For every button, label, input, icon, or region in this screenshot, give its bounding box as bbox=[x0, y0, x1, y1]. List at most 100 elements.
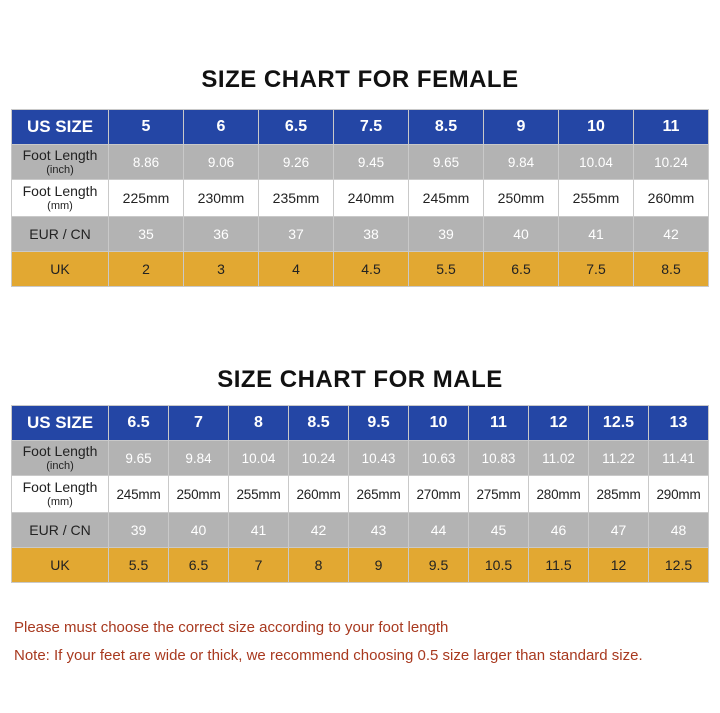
us-size-cell: 5 bbox=[108, 109, 184, 145]
eur-size-cell: 42 bbox=[633, 216, 709, 252]
mm-size-cell: 250mm bbox=[168, 475, 229, 513]
inch-unit-label: (inch) bbox=[46, 459, 74, 472]
inch-size-cell: 9.65 bbox=[108, 440, 169, 476]
eur-size-cell: 44 bbox=[408, 512, 469, 548]
mm-unit-label: (mm) bbox=[47, 199, 73, 212]
us-size-cell: 6 bbox=[183, 109, 259, 145]
uk-size-cell: 8 bbox=[288, 547, 349, 583]
inch-size-cell: 9.65 bbox=[408, 144, 484, 180]
uk-size-cell: 8.5 bbox=[633, 251, 709, 287]
eur-size-cell: 41 bbox=[558, 216, 634, 252]
uk-size-cell: 7.5 bbox=[558, 251, 634, 287]
eur-size-cell: 45 bbox=[468, 512, 529, 548]
uk-size-cell: 12 bbox=[588, 547, 649, 583]
uk-label: UK bbox=[11, 547, 109, 583]
mm-unit-label: (mm) bbox=[47, 495, 73, 508]
eur-size-cell: 43 bbox=[348, 512, 409, 548]
foot-length-mm-label: Foot Length (mm) bbox=[11, 475, 109, 513]
uk-size-cell: 9.5 bbox=[408, 547, 469, 583]
inch-size-cell: 11.41 bbox=[648, 440, 709, 476]
us-size-cell: 8.5 bbox=[288, 405, 349, 441]
us-size-label: US SIZE bbox=[11, 109, 109, 145]
inch-size-cell: 9.06 bbox=[183, 144, 259, 180]
inch-size-cell: 11.02 bbox=[528, 440, 589, 476]
us-size-cell: 6.5 bbox=[108, 405, 169, 441]
female-chart-title: SIZE CHART FOR FEMALE bbox=[201, 66, 519, 93]
mm-size-cell: 230mm bbox=[183, 179, 259, 217]
uk-size-cell: 12.5 bbox=[648, 547, 709, 583]
uk-size-cell: 6.5 bbox=[168, 547, 229, 583]
inch-size-cell: 10.24 bbox=[288, 440, 349, 476]
eur-size-cell: 36 bbox=[183, 216, 259, 252]
mm-size-cell: 250mm bbox=[483, 179, 559, 217]
us-size-row: US SIZE 6.5 7 8 8.5 9.5 10 11 12 12.5 13 bbox=[11, 405, 709, 441]
us-size-cell: 12.5 bbox=[588, 405, 649, 441]
mm-size-cell: 265mm bbox=[348, 475, 409, 513]
eur-size-cell: 39 bbox=[408, 216, 484, 252]
mm-size-cell: 290mm bbox=[648, 475, 709, 513]
eur-size-cell: 48 bbox=[648, 512, 709, 548]
female-size-table: US SIZE 5 6 6.5 7.5 8.5 9 10 11 Foot Length (in… bbox=[11, 109, 709, 287]
wide-feet-note: Note: If your feet are wide or thick, we… bbox=[14, 647, 643, 664]
foot-length-mm-label: Foot Length (mm) bbox=[11, 179, 109, 217]
male-size-table: US SIZE 6.5 7 8 8.5 9.5 10 11 12 12.5 13 Foot Len… bbox=[11, 405, 709, 583]
mm-size-cell: 245mm bbox=[408, 179, 484, 217]
eur-size-cell: 46 bbox=[528, 512, 589, 548]
mm-size-cell: 270mm bbox=[408, 475, 469, 513]
eur-size-cell: 40 bbox=[483, 216, 559, 252]
mm-size-cell: 245mm bbox=[108, 475, 169, 513]
uk-size-cell: 5.5 bbox=[108, 547, 169, 583]
eur-size-cell: 37 bbox=[258, 216, 334, 252]
eur-size-cell: 39 bbox=[108, 512, 169, 548]
uk-size-cell: 6.5 bbox=[483, 251, 559, 287]
uk-size-cell: 7 bbox=[228, 547, 289, 583]
inch-size-cell: 10.43 bbox=[348, 440, 409, 476]
us-size-cell: 13 bbox=[648, 405, 709, 441]
us-size-cell: 6.5 bbox=[258, 109, 334, 145]
foot-length-label-text: Foot Length bbox=[22, 182, 98, 199]
inch-size-cell: 9.26 bbox=[258, 144, 334, 180]
us-size-cell: 8.5 bbox=[408, 109, 484, 145]
uk-label: UK bbox=[11, 251, 109, 287]
mm-size-cell: 275mm bbox=[468, 475, 529, 513]
us-size-cell: 11 bbox=[633, 109, 709, 145]
us-size-cell: 12 bbox=[528, 405, 589, 441]
eur-size-cell: 41 bbox=[228, 512, 289, 548]
mm-size-cell: 235mm bbox=[258, 179, 334, 217]
uk-size-cell: 2 bbox=[108, 251, 184, 287]
uk-size-cell: 4.5 bbox=[333, 251, 409, 287]
male-chart-title: SIZE CHART FOR MALE bbox=[217, 366, 503, 393]
inch-size-cell: 10.83 bbox=[468, 440, 529, 476]
eur-size-cell: 47 bbox=[588, 512, 649, 548]
uk-row: UK 2 3 4 4.5 5.5 6.5 7.5 8.5 bbox=[11, 251, 709, 287]
foot-length-mm-row: Foot Length (mm) 245mm 250mm 255mm 260mm 265… bbox=[11, 475, 709, 513]
foot-length-inch-row: Foot Length (inch) 9.65 9.84 10.04 10.24 10.… bbox=[11, 440, 709, 476]
us-size-cell: 10 bbox=[558, 109, 634, 145]
mm-size-cell: 285mm bbox=[588, 475, 649, 513]
us-size-row: US SIZE 5 6 6.5 7.5 8.5 9 10 11 bbox=[11, 109, 709, 145]
uk-size-cell: 4 bbox=[258, 251, 334, 287]
foot-length-label-text: Foot Length bbox=[22, 478, 98, 495]
foot-length-inch-label: Foot Length (inch) bbox=[11, 440, 109, 476]
inch-size-cell: 10.24 bbox=[633, 144, 709, 180]
inch-size-cell: 10.04 bbox=[558, 144, 634, 180]
eur-cn-row: EUR / CN 39 40 41 42 43 44 45 46 47 48 bbox=[11, 512, 709, 548]
eur-size-cell: 42 bbox=[288, 512, 349, 548]
eur-cn-row: EUR / CN 35 36 37 38 39 40 41 42 bbox=[11, 216, 709, 252]
foot-length-inch-row: Foot Length (inch) 8.86 9.06 9.26 9.45 9.65 9… bbox=[11, 144, 709, 180]
us-size-cell: 9.5 bbox=[348, 405, 409, 441]
mm-size-cell: 255mm bbox=[228, 475, 289, 513]
foot-length-label-text: Foot Length bbox=[22, 146, 98, 163]
us-size-cell: 7.5 bbox=[333, 109, 409, 145]
inch-size-cell: 10.04 bbox=[228, 440, 289, 476]
inch-size-cell: 9.84 bbox=[483, 144, 559, 180]
us-size-cell: 9 bbox=[483, 109, 559, 145]
uk-size-cell: 3 bbox=[183, 251, 259, 287]
mm-size-cell: 240mm bbox=[333, 179, 409, 217]
us-size-cell: 10 bbox=[408, 405, 469, 441]
inch-unit-label: (inch) bbox=[46, 163, 74, 176]
size-note: Please must choose the correct size acco… bbox=[14, 619, 449, 636]
eur-size-cell: 40 bbox=[168, 512, 229, 548]
eur-size-cell: 35 bbox=[108, 216, 184, 252]
inch-size-cell: 11.22 bbox=[588, 440, 649, 476]
